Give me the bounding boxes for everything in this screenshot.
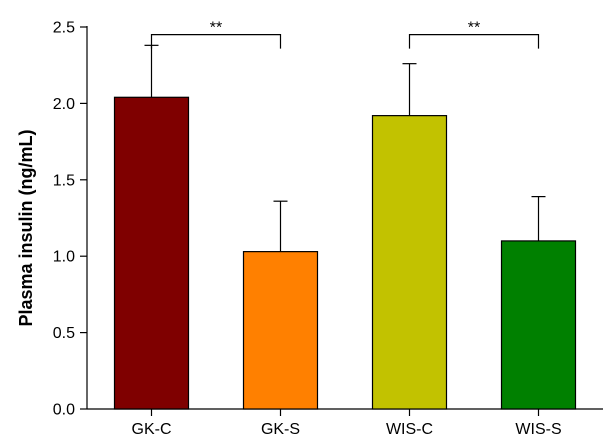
significance-label: ** — [210, 20, 222, 37]
y-tick-label: 1.5 — [53, 172, 75, 189]
y-axis-title: Plasma insulin (ng/mL) — [16, 129, 36, 326]
x-tick-label: WIS-S — [515, 421, 561, 438]
x-tick-label: WIS-C — [386, 421, 433, 438]
significance-bracket — [408, 34, 540, 49]
bar — [113, 96, 190, 410]
y-tick-label: 2.0 — [53, 96, 75, 113]
y-tick-label: 0.5 — [53, 325, 75, 342]
significance-label: ** — [468, 20, 480, 37]
y-tick-label: 0.0 — [53, 402, 75, 419]
bar — [500, 240, 577, 410]
x-tick-label: GK-S — [261, 421, 300, 438]
y-tick-label: 1.0 — [53, 249, 75, 266]
error-bars — [144, 44, 546, 252]
x-tick-label: GK-C — [132, 421, 172, 438]
bars — [113, 96, 577, 410]
x-axis: GK-C GK-S WIS-C WIS-S — [87, 408, 603, 438]
significance-brackets: ** ** — [150, 20, 540, 49]
bar — [371, 115, 448, 410]
bar — [242, 251, 319, 410]
y-axis: 0.0 0.5 1.0 1.5 2.0 2.5 — [53, 20, 88, 419]
significance-bracket — [150, 34, 282, 49]
y-tick-label: 2.5 — [53, 20, 75, 37]
